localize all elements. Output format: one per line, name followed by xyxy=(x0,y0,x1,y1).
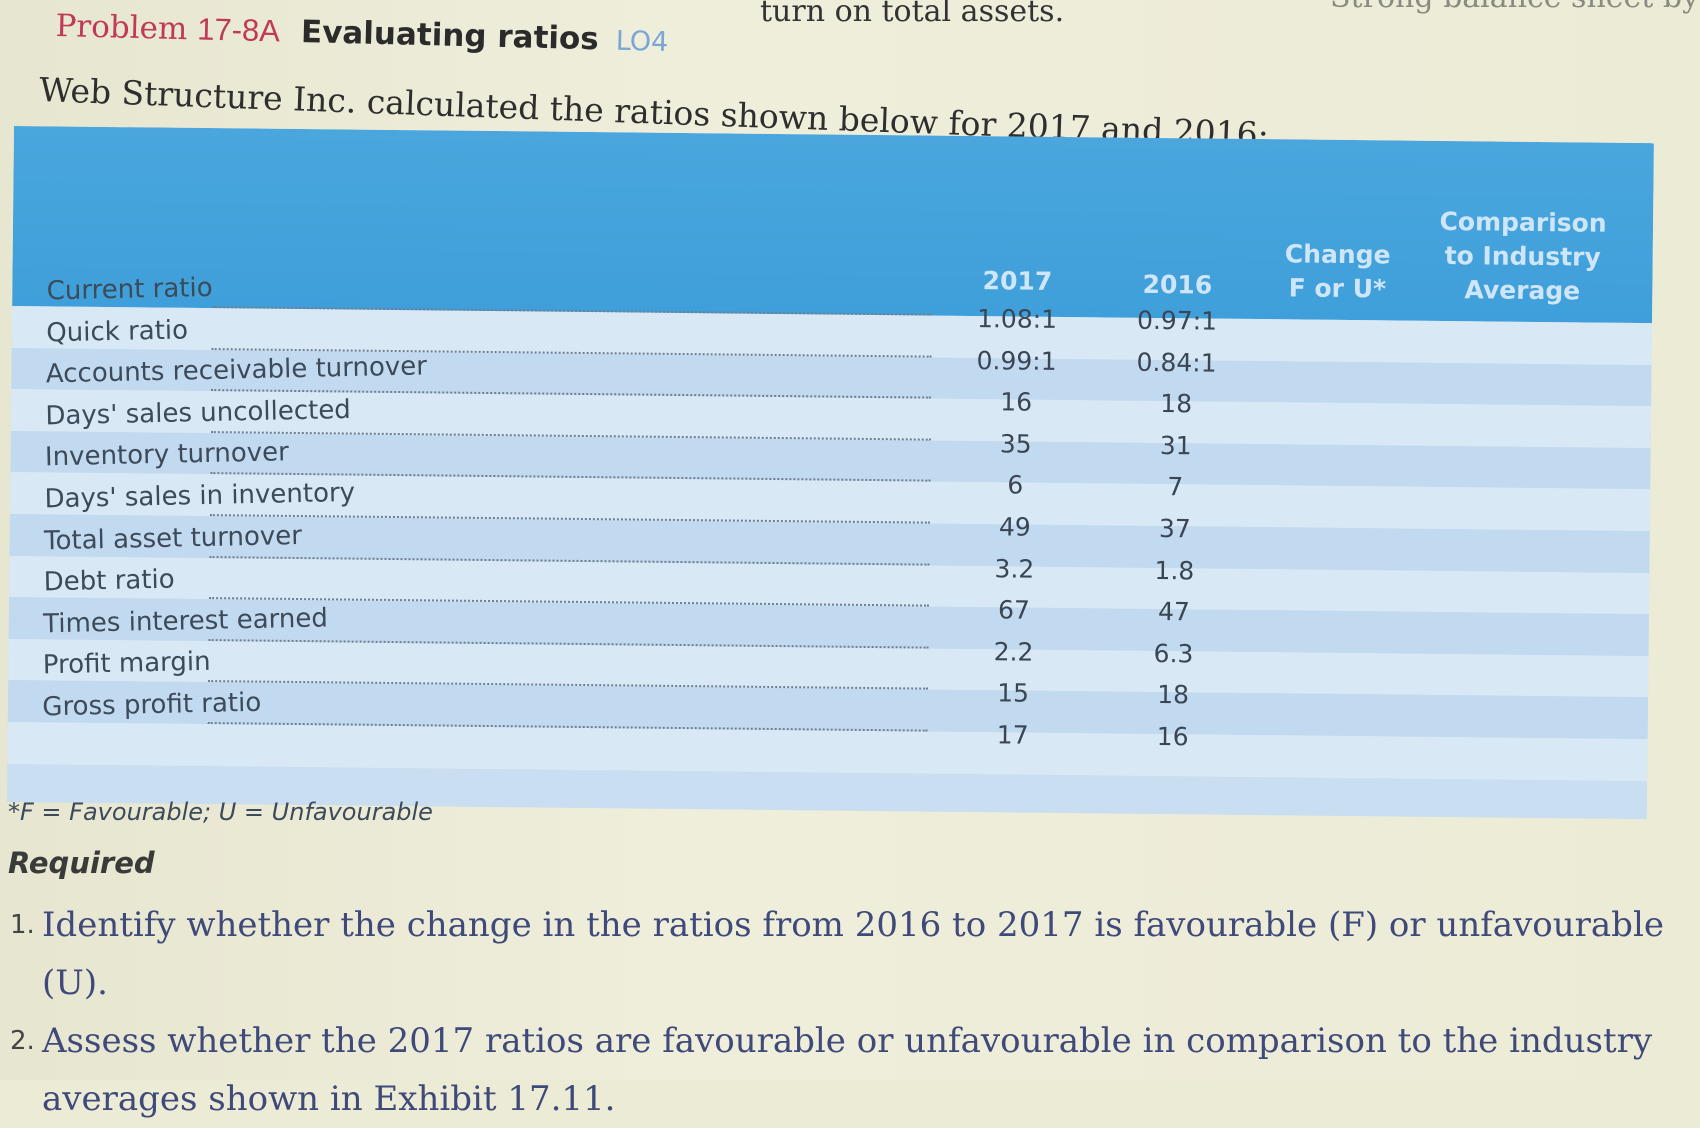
cut-off-top-text: turn on total assets. xyxy=(760,0,1065,29)
change-header-line2: F or U* xyxy=(1288,273,1387,304)
cut-off-top-right-text: Strong balance sheet by xyxy=(1330,0,1699,15)
comparison-header-line1: Comparison xyxy=(1439,206,1607,238)
value-2017: 35 xyxy=(999,429,1032,459)
value-2016: 7 xyxy=(1167,472,1184,502)
problem-header: Problem 17-8A Evaluating ratios LO4 xyxy=(55,8,669,59)
comparison-header-line2: to Industry xyxy=(1444,240,1601,272)
row-label: Gross profit ratio xyxy=(42,687,262,723)
required-item: 2. Assess whether the 2017 ratios are fa… xyxy=(10,1012,1670,1128)
row-label: Quick ratio xyxy=(45,314,189,348)
value-2017: 2.2 xyxy=(993,637,1034,667)
value-2017: 15 xyxy=(997,678,1030,709)
row-label: Profit margin xyxy=(42,647,211,681)
row-label: Total asset turnover xyxy=(43,520,303,556)
value-2016: 18 xyxy=(1160,389,1193,419)
required-item-number: 2. xyxy=(10,1026,35,1056)
problem-number: 17-8A xyxy=(196,11,281,49)
column-header-change: Change F or U* xyxy=(1262,237,1413,307)
value-2017: 16 xyxy=(1000,387,1033,417)
value-2016: 47 xyxy=(1157,597,1191,627)
value-2016: 16 xyxy=(1156,721,1189,752)
required-list: 1. Identify whether the change in the ra… xyxy=(10,896,1670,1128)
learning-objective-tag: LO4 xyxy=(615,25,669,58)
value-2016: 6.3 xyxy=(1153,638,1194,669)
problem-prefix: Problem xyxy=(55,8,188,48)
row-label: Debt ratio xyxy=(43,564,175,598)
row-label: Inventory turnover xyxy=(44,437,290,473)
value-2016: 31 xyxy=(1159,430,1192,461)
required-item-number: 1. xyxy=(10,910,35,940)
value-2016: 0.84:1 xyxy=(1136,347,1217,378)
value-2016: 37 xyxy=(1158,513,1191,544)
required-heading: Required xyxy=(8,846,155,880)
required-item-text: Identify whether the change in the ratio… xyxy=(42,905,1664,1003)
row-label: Days' sales uncollected xyxy=(45,394,352,432)
problem-label: Problem 17-8A xyxy=(55,8,280,49)
table-body: Current ratio 1.08:1 0.97:1 Quick ratio … xyxy=(7,273,1653,781)
ratio-table: 2017 2016 Change F or U* Comparison to I… xyxy=(6,126,1654,820)
value-2016: 0.97:1 xyxy=(1136,305,1218,336)
row-label: Current ratio xyxy=(46,272,213,307)
column-header-2017: 2017 xyxy=(982,266,1053,296)
value-2016: 18 xyxy=(1157,680,1190,710)
value-2017: 67 xyxy=(997,595,1031,625)
value-2017: 3.2 xyxy=(994,553,1035,584)
comparison-header-line3: Average xyxy=(1464,275,1581,306)
value-2017: 1.08:1 xyxy=(976,304,1058,334)
row-label: Times interest earned xyxy=(42,603,329,640)
change-header-line1: Change xyxy=(1284,239,1391,270)
column-header-comparison: Comparison to Industry Average xyxy=(1422,205,1623,309)
value-2017: 6 xyxy=(1007,470,1024,500)
table-footnote: *F = Favourable; U = Unfavourable xyxy=(8,798,433,826)
value-2017: 49 xyxy=(998,512,1031,542)
table-header-band: 2017 2016 Change F or U* Comparison to I… xyxy=(12,126,1654,324)
problem-title: Evaluating ratios xyxy=(300,13,600,58)
required-item-text: Assess whether the 2017 ratios are favou… xyxy=(42,1021,1653,1119)
required-item: 1. Identify whether the change in the ra… xyxy=(10,896,1670,1012)
column-header-2016: 2016 xyxy=(1142,269,1213,300)
value-2017: 0.99:1 xyxy=(976,345,1057,376)
value-2016: 1.8 xyxy=(1154,555,1195,585)
value-2017: 17 xyxy=(996,720,1029,750)
